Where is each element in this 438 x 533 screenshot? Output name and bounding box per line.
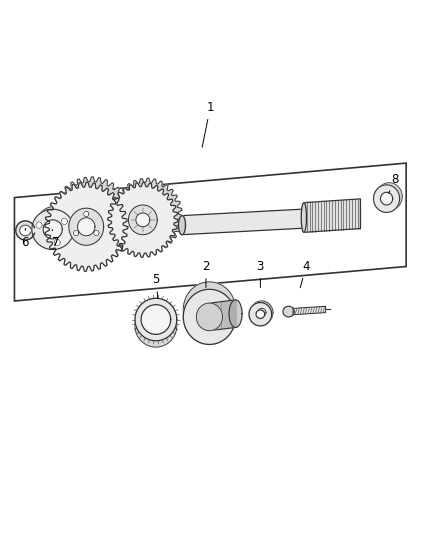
Polygon shape xyxy=(36,222,42,228)
Polygon shape xyxy=(128,205,157,235)
Polygon shape xyxy=(135,298,177,341)
Polygon shape xyxy=(135,305,177,347)
Polygon shape xyxy=(78,217,95,236)
Polygon shape xyxy=(374,185,399,213)
Polygon shape xyxy=(45,182,128,271)
Polygon shape xyxy=(16,221,35,240)
Polygon shape xyxy=(376,183,402,211)
Polygon shape xyxy=(293,306,325,315)
Polygon shape xyxy=(136,213,150,227)
Polygon shape xyxy=(209,300,236,330)
Text: 4: 4 xyxy=(300,260,310,288)
Text: 7: 7 xyxy=(52,229,60,249)
Polygon shape xyxy=(112,178,182,253)
Polygon shape xyxy=(43,220,62,239)
Polygon shape xyxy=(35,206,77,246)
Polygon shape xyxy=(179,216,185,235)
Polygon shape xyxy=(50,177,133,266)
Polygon shape xyxy=(184,289,236,344)
Polygon shape xyxy=(301,203,307,232)
Polygon shape xyxy=(184,282,236,337)
Polygon shape xyxy=(184,310,236,344)
Polygon shape xyxy=(94,230,99,236)
Polygon shape xyxy=(69,208,104,245)
Polygon shape xyxy=(249,303,272,326)
Polygon shape xyxy=(74,230,79,236)
Text: 8: 8 xyxy=(389,173,399,193)
Polygon shape xyxy=(182,206,360,235)
Polygon shape xyxy=(256,310,265,318)
Polygon shape xyxy=(257,309,266,317)
Polygon shape xyxy=(108,182,178,257)
Text: 3: 3 xyxy=(257,260,264,288)
Polygon shape xyxy=(381,192,392,205)
Text: 6: 6 xyxy=(21,228,29,249)
Polygon shape xyxy=(54,239,60,246)
Polygon shape xyxy=(32,209,74,249)
Polygon shape xyxy=(196,303,223,330)
Polygon shape xyxy=(229,300,242,327)
Polygon shape xyxy=(135,298,177,322)
Text: 1: 1 xyxy=(202,101,214,147)
Text: 5: 5 xyxy=(152,273,159,298)
Polygon shape xyxy=(251,301,273,324)
Polygon shape xyxy=(283,306,294,317)
Polygon shape xyxy=(84,212,89,216)
Polygon shape xyxy=(61,218,67,224)
Polygon shape xyxy=(304,199,360,232)
Text: 2: 2 xyxy=(202,260,210,288)
Polygon shape xyxy=(141,305,171,334)
